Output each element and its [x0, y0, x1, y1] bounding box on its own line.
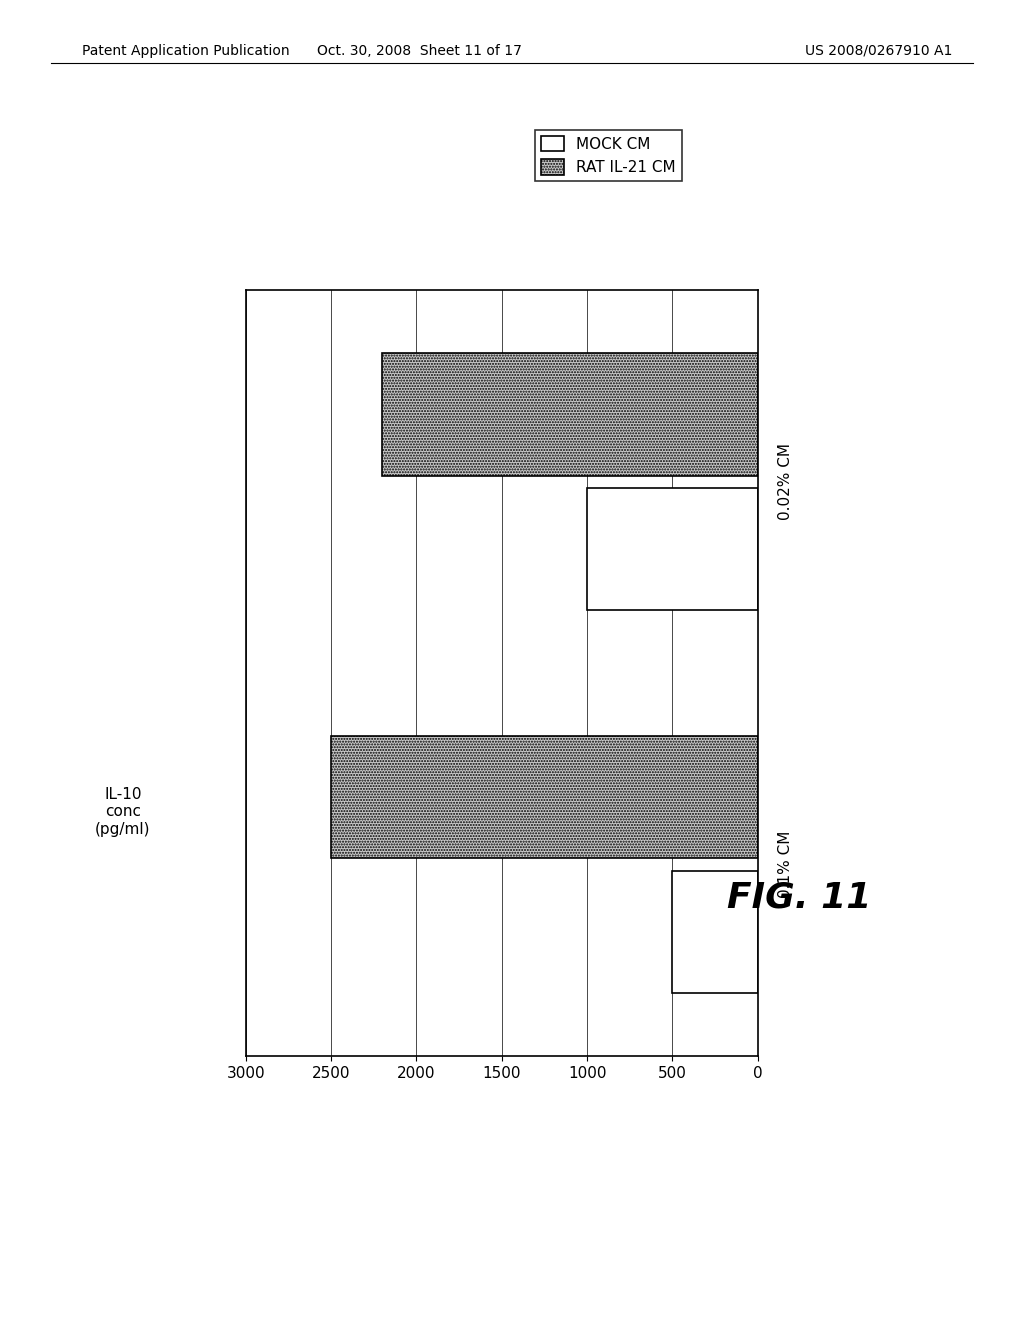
Text: US 2008/0267910 A1: US 2008/0267910 A1	[805, 44, 952, 58]
Bar	[587, 488, 758, 610]
Text: Oct. 30, 2008  Sheet 11 of 17: Oct. 30, 2008 Sheet 11 of 17	[317, 44, 522, 58]
Text: FIG. 11: FIG. 11	[727, 880, 870, 915]
Text: Patent Application Publication: Patent Application Publication	[82, 44, 290, 58]
Text: 0.02% CM: 0.02% CM	[778, 444, 794, 520]
Bar	[382, 354, 758, 475]
Legend: MOCK CM, RAT IL-21 CM: MOCK CM, RAT IL-21 CM	[535, 129, 682, 181]
Bar	[331, 737, 758, 858]
Bar	[673, 871, 758, 993]
Text: 0.1% CM: 0.1% CM	[778, 830, 794, 899]
Text: IL-10
conc
(pg/ml): IL-10 conc (pg/ml)	[95, 787, 151, 837]
